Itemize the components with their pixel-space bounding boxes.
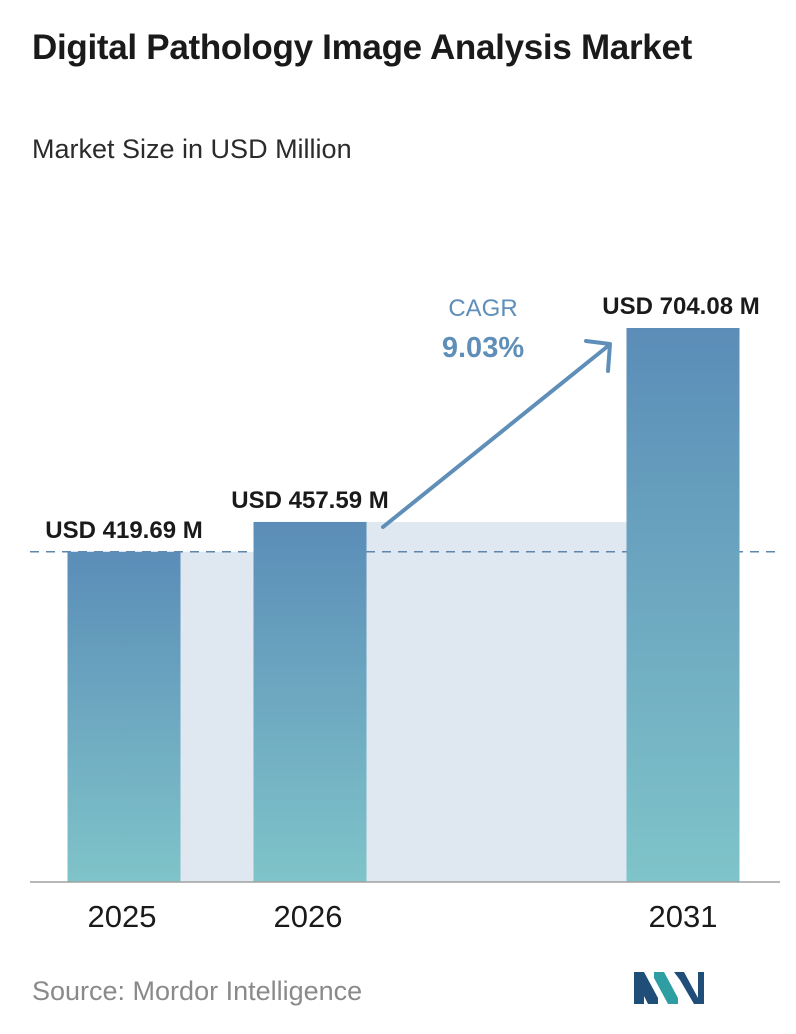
x-tick-labels-group: 2025 2026 2031: [88, 899, 718, 934]
cagr-value: 9.03%: [442, 332, 524, 364]
cagr-annotation: CAGR 9.03%: [381, 295, 612, 529]
mordor-intelligence-logo: [634, 972, 704, 1004]
value-label-2025: USD 419.69 M: [45, 517, 202, 544]
logo-shape-left: [634, 972, 658, 1004]
chart-subtitle: Market Size in USD Million: [32, 134, 352, 164]
logo-shape-mid: [654, 972, 678, 1004]
bar-2026: [253, 521, 367, 882]
source-note: Source: Mordor Intelligence: [32, 976, 363, 1006]
value-label-2026: USD 457.59 M: [231, 487, 388, 514]
logo-shape-right: [674, 972, 704, 1004]
cagr-arrowhead: [584, 339, 612, 373]
x-tick-label-2031: 2031: [649, 899, 718, 934]
cagr-label: CAGR: [448, 295, 517, 322]
connector-band: [180, 551, 254, 882]
bar-connector-bands: [180, 521, 627, 882]
connector-band: [366, 521, 627, 882]
bars-group: [67, 328, 740, 882]
x-tick-label-2025: 2025: [88, 899, 157, 934]
value-labels-group: USD 419.69 M USD 457.59 M USD 704.08 M: [45, 293, 759, 544]
bar-chart: USD 419.69 M USD 457.59 M USD 704.08 M 202…: [30, 293, 780, 934]
x-tick-label-2026: 2026: [274, 899, 343, 934]
cagr-arrow: [381, 344, 610, 529]
bar-2025: [67, 551, 181, 882]
bar-2031: [626, 328, 740, 882]
chart-title: Digital Pathology Image Analysis Market: [32, 28, 692, 67]
value-label-2031: USD 704.08 M: [602, 293, 759, 320]
